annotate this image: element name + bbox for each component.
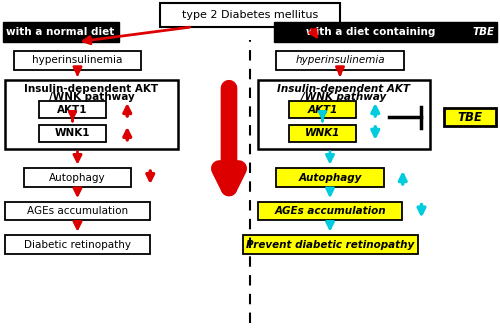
FancyBboxPatch shape <box>38 125 106 142</box>
Text: /WNK pathway: /WNK pathway <box>301 92 386 102</box>
Text: Diabetic retinopathy: Diabetic retinopathy <box>24 240 131 250</box>
Text: WNK1: WNK1 <box>55 128 90 138</box>
Text: WNK1: WNK1 <box>305 128 340 138</box>
FancyBboxPatch shape <box>38 101 106 118</box>
Text: hyperinsulinemia: hyperinsulinemia <box>295 55 385 65</box>
FancyBboxPatch shape <box>276 51 404 70</box>
FancyBboxPatch shape <box>24 168 131 187</box>
FancyBboxPatch shape <box>444 108 496 126</box>
FancyBboxPatch shape <box>289 101 356 118</box>
Text: AKT1: AKT1 <box>57 105 88 115</box>
FancyBboxPatch shape <box>276 168 384 187</box>
Text: Prevent diabetic retinopathy: Prevent diabetic retinopathy <box>246 240 414 250</box>
FancyBboxPatch shape <box>242 235 418 254</box>
FancyBboxPatch shape <box>258 80 430 149</box>
FancyBboxPatch shape <box>2 22 118 42</box>
Text: /WNK pathway: /WNK pathway <box>48 92 134 102</box>
Text: AGEs accumulation: AGEs accumulation <box>27 206 128 216</box>
Text: Autophagy: Autophagy <box>49 173 106 183</box>
FancyBboxPatch shape <box>5 80 178 149</box>
Text: AKT1: AKT1 <box>308 105 338 115</box>
FancyBboxPatch shape <box>5 202 150 220</box>
Text: AGEs accumulation: AGEs accumulation <box>274 206 386 216</box>
Text: Insulin-dependent AKT: Insulin-dependent AKT <box>24 84 158 94</box>
FancyBboxPatch shape <box>274 22 496 42</box>
Text: TBE: TBE <box>458 111 482 124</box>
Text: with a normal diet: with a normal diet <box>6 27 114 37</box>
FancyBboxPatch shape <box>289 125 356 142</box>
Text: hyperinsulinemia: hyperinsulinemia <box>32 55 122 65</box>
FancyBboxPatch shape <box>5 235 150 254</box>
Text: type 2 Diabetes mellitus: type 2 Diabetes mellitus <box>182 10 318 20</box>
FancyBboxPatch shape <box>14 51 141 70</box>
FancyBboxPatch shape <box>258 202 402 220</box>
Text: TBE: TBE <box>473 27 495 37</box>
Text: Insulin-dependent AKT: Insulin-dependent AKT <box>277 84 410 94</box>
FancyBboxPatch shape <box>160 3 340 27</box>
Text: with a diet containing: with a diet containing <box>306 27 440 37</box>
Text: Autophagy: Autophagy <box>298 173 362 183</box>
